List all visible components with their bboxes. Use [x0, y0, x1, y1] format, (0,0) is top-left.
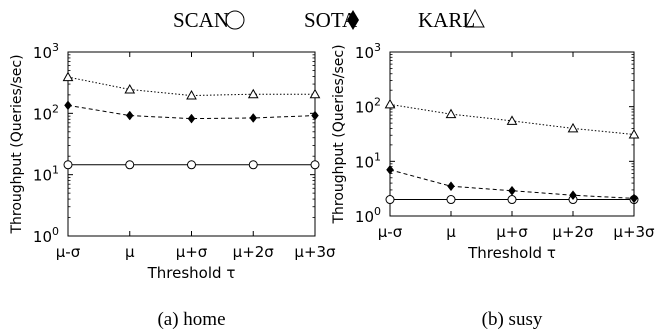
y-tick-base: 10 [355, 208, 374, 226]
x-tick-label: μ+2σ [552, 223, 594, 241]
legend-circle-icon [225, 10, 245, 30]
x-tick-label: μ+2σ [233, 243, 275, 261]
series-karl [384, 98, 640, 139]
legend-label-karl: KARL [418, 8, 475, 32]
series-line-sota [67, 104, 316, 120]
y-tick-label: 101 [355, 150, 381, 171]
x-axis-label: Threshold τ [147, 264, 236, 282]
y-tick-exponent: 1 [52, 164, 59, 177]
data-point-karl [309, 88, 321, 99]
data-point-sota [569, 190, 577, 201]
x-tick-label: μ+3σ [613, 223, 655, 241]
y-tick-base: 10 [33, 105, 52, 123]
y-tick-base: 10 [33, 228, 52, 246]
data-point-scan [310, 160, 320, 170]
data-point-scan [446, 195, 456, 205]
data-point-karl [186, 90, 197, 100]
data-point-karl [247, 88, 259, 99]
data-point-sota [187, 113, 196, 124]
data-point-scan [507, 195, 517, 205]
y-tick-exponent: 2 [374, 96, 381, 109]
legend-diamond-icon [347, 10, 359, 30]
series-line-sota [389, 169, 635, 199]
x-tick-label: μ-σ [56, 243, 81, 261]
data-point-karl [384, 98, 396, 109]
y-tick-label: 100 [33, 225, 59, 246]
data-point-sota [630, 193, 638, 204]
x-tick-label: μ+3σ [294, 243, 336, 261]
y-tick-label: 101 [33, 164, 59, 185]
legend: SCAN SOTA KARL [173, 8, 485, 32]
x-axis-label: Threshold τ [467, 244, 556, 262]
panel-caption: (b) susy [482, 309, 543, 330]
y-tick-exponent: 1 [374, 150, 381, 163]
series-line-karl [67, 76, 315, 97]
data-point-sota [508, 185, 516, 196]
series-sota [386, 164, 638, 204]
x-tick-label: μ+σ [176, 243, 208, 261]
data-point-scan [385, 195, 395, 205]
data-point-karl [567, 122, 579, 133]
y-tick-label: 100 [355, 205, 381, 226]
y-tick-base: 10 [33, 167, 52, 185]
legend-label-scan: SCAN [173, 8, 229, 32]
data-point-karl [62, 71, 74, 82]
data-point-scan [248, 160, 258, 170]
data-point-karl [124, 83, 136, 94]
data-point-karl [506, 115, 518, 125]
panel-caption: (a) home [157, 309, 225, 330]
x-tick-label: μ-σ [378, 223, 403, 241]
data-point-scan [125, 160, 135, 170]
y-tick-exponent: 0 [52, 225, 59, 238]
y-axis-label: Throughput (Queries/sec) [331, 44, 347, 224]
data-point-scan [63, 160, 73, 170]
y-tick-exponent: 0 [374, 205, 381, 218]
y-tick-label: 103 [355, 41, 381, 62]
y-tick-label: 102 [355, 96, 381, 117]
y-tick-base: 10 [355, 99, 374, 117]
y-tick-exponent: 2 [52, 102, 59, 115]
x-tick-label: μ+σ [496, 223, 528, 241]
x-tick-label: μ [446, 223, 456, 241]
plot-frame [67, 51, 316, 237]
y-tick-base: 10 [33, 44, 52, 62]
data-point-karl [445, 108, 457, 119]
legend-triangle-icon [465, 8, 485, 28]
y-tick-label: 102 [33, 102, 59, 123]
y-tick-label: 103 [33, 41, 59, 62]
y-tick-exponent: 3 [374, 41, 381, 54]
data-point-sota [125, 110, 134, 121]
series-scan [63, 160, 320, 170]
data-point-scan [187, 160, 196, 170]
series-sota [64, 100, 319, 124]
data-point-sota [64, 100, 72, 111]
y-tick-base: 10 [355, 44, 374, 62]
data-point-sota [386, 164, 394, 175]
y-tick-exponent: 3 [52, 41, 59, 54]
data-point-sota [249, 113, 258, 123]
series-karl [62, 71, 321, 100]
data-point-sota [311, 110, 319, 121]
data-point-sota [447, 181, 455, 192]
y-tick-base: 10 [355, 153, 374, 171]
y-axis-label: Throughput (Queries/sec) [9, 54, 25, 234]
x-tick-label: μ [125, 243, 135, 261]
data-point-karl [628, 128, 640, 139]
